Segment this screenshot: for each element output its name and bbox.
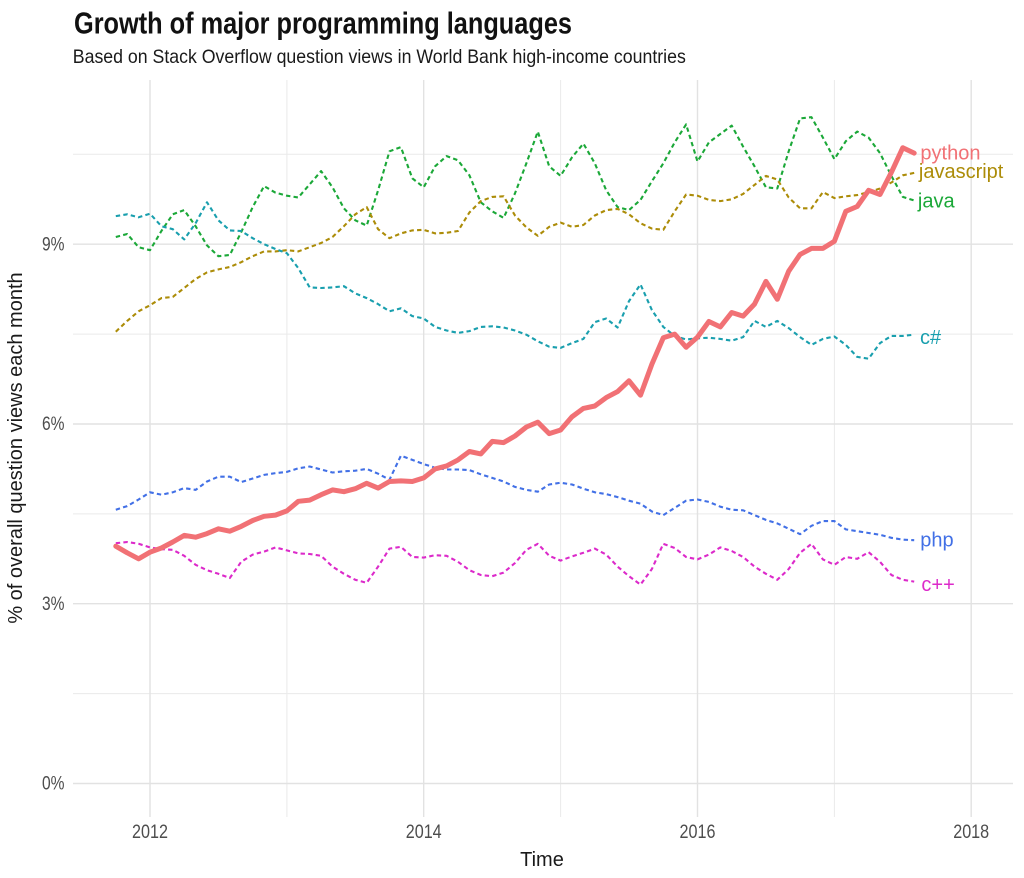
svg-text:6%: 6%: [42, 413, 65, 435]
svg-text:Growth of major programming la: Growth of major programming languages: [74, 5, 572, 40]
svg-text:c#: c#: [920, 327, 942, 349]
svg-text:9%: 9%: [42, 233, 65, 255]
svg-text:c++: c++: [921, 574, 954, 596]
svg-text:2016: 2016: [680, 821, 716, 843]
svg-text:2014: 2014: [406, 821, 442, 843]
svg-text:php: php: [920, 530, 953, 552]
svg-text:% of overall question views ea: % of overall question views each month: [5, 272, 27, 623]
svg-text:Based on Stack Overflow questi: Based on Stack Overflow question views i…: [73, 45, 686, 67]
svg-text:2018: 2018: [953, 821, 989, 843]
svg-text:javascript: javascript: [918, 161, 1004, 183]
svg-text:Time: Time: [520, 849, 564, 871]
svg-text:java: java: [917, 190, 956, 212]
svg-text:python: python: [920, 143, 980, 165]
svg-text:3%: 3%: [42, 592, 65, 614]
svg-text:2012: 2012: [132, 821, 168, 843]
svg-text:0%: 0%: [42, 772, 65, 794]
